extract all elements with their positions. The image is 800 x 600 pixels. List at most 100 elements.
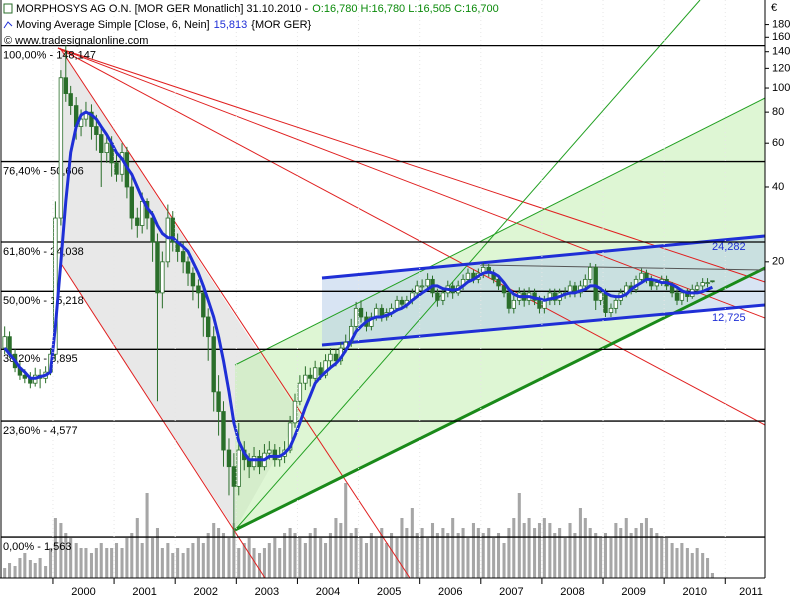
volume-bar xyxy=(191,543,195,578)
volume-bar xyxy=(334,518,338,578)
candle-body xyxy=(501,285,507,294)
candle-body xyxy=(593,266,598,301)
volume-bar xyxy=(293,533,297,578)
volume-bar xyxy=(242,543,246,578)
volume-bar xyxy=(308,533,312,578)
candle-body xyxy=(425,278,430,287)
candle-body xyxy=(613,299,619,309)
volume-bar xyxy=(665,538,669,578)
volume-bar xyxy=(59,523,63,578)
volume-bar xyxy=(430,523,435,578)
volume-bar xyxy=(644,518,648,578)
volume-bar xyxy=(461,528,465,578)
candle-body xyxy=(587,266,593,280)
volume-bar xyxy=(502,543,506,578)
volume-bar xyxy=(685,548,689,578)
volume-bar xyxy=(354,528,358,578)
candle-body xyxy=(211,336,216,393)
candle-body xyxy=(216,391,221,412)
trend-line xyxy=(234,97,766,366)
volume-bar xyxy=(369,533,373,578)
volume-bar xyxy=(319,538,323,578)
volume-bar xyxy=(155,528,159,578)
fib-label: 61,80% - 24,038 xyxy=(3,246,84,258)
candle-body xyxy=(160,261,165,294)
y-tick-label: 60 xyxy=(772,137,784,149)
volume-bar xyxy=(680,543,684,578)
volume-bar xyxy=(79,548,83,578)
candle-body xyxy=(190,272,196,287)
candle-body xyxy=(2,336,7,349)
candle-body xyxy=(53,217,58,355)
fib-label: 100,00% - 148,147 xyxy=(3,50,96,62)
candle-body xyxy=(328,353,333,362)
volume-bar xyxy=(232,523,236,578)
volume-bar xyxy=(99,543,103,578)
volume-bar xyxy=(186,548,190,578)
volume-bar xyxy=(237,548,241,578)
volume-bar xyxy=(262,548,266,578)
volume-bar xyxy=(537,523,541,578)
candle-body xyxy=(185,261,191,274)
volume-bar xyxy=(517,493,521,578)
fib-layer: 100,00% - 148,147 76,40% - 50,606 61,80% -… xyxy=(1,44,765,553)
volume-bar xyxy=(512,518,516,578)
indicator-label: Moving Average Simple [Close, 6, Nein] xyxy=(16,19,210,31)
volume-bar xyxy=(349,533,353,578)
candle-body xyxy=(603,292,608,313)
candle-body xyxy=(679,292,685,301)
volume-bar xyxy=(359,538,363,578)
y-axis-label: € xyxy=(771,2,777,14)
volume-bar xyxy=(670,543,674,578)
candle-body xyxy=(205,316,211,338)
volume-bar xyxy=(288,528,292,578)
x-tick-label: 2006 xyxy=(438,586,462,598)
volume-bar xyxy=(201,543,205,578)
volume-bar xyxy=(599,538,603,578)
candle-body xyxy=(170,217,175,243)
volume-bar xyxy=(44,566,48,578)
volume-bar xyxy=(23,553,27,578)
volume-bar xyxy=(171,553,175,578)
candle-body xyxy=(251,455,257,468)
candle-body xyxy=(435,292,440,301)
volume-bar xyxy=(252,548,256,578)
trend-line xyxy=(321,303,766,347)
header-line: Moving Average Simple [Close, 6, Nein] 15… xyxy=(16,19,312,31)
volume-bar xyxy=(247,538,251,578)
candle-body xyxy=(369,316,374,327)
candle-body xyxy=(399,299,405,305)
fib-label: 76,40% - 50,606 xyxy=(3,165,84,177)
volume-bar xyxy=(385,543,389,578)
candle-body xyxy=(440,292,446,301)
x-tick-label: 2010 xyxy=(682,586,706,598)
volume-bar xyxy=(110,548,114,578)
volume-bar xyxy=(89,553,93,578)
volume-bar xyxy=(125,538,129,578)
candle-body xyxy=(583,278,588,287)
volume-bar xyxy=(283,533,287,578)
candle-body xyxy=(267,449,272,454)
volume-bar xyxy=(588,528,592,578)
volume-bar xyxy=(18,558,22,578)
volume-bar xyxy=(267,543,271,578)
candle-body xyxy=(139,201,145,226)
volume-bar xyxy=(446,533,450,578)
volume-bar xyxy=(160,548,164,578)
candle-body xyxy=(236,449,241,487)
volume-bar xyxy=(710,573,714,578)
candle-body xyxy=(394,299,400,309)
volume-bar xyxy=(3,568,7,578)
volume-bar xyxy=(38,558,42,578)
volume-bar xyxy=(181,553,185,578)
volume-bar xyxy=(298,538,302,578)
candle-body xyxy=(68,93,73,106)
chart-title: MORPHOSYS AG O.N. [MOR GER Monatlich] 31… xyxy=(16,3,309,15)
volume-bar xyxy=(655,533,659,578)
candle-body xyxy=(537,299,542,309)
candle-body xyxy=(165,217,171,263)
volume-bar xyxy=(69,538,73,578)
x-tick-label: 2000 xyxy=(71,586,95,598)
fib-label: 38,20% - 8,895 xyxy=(3,353,78,365)
